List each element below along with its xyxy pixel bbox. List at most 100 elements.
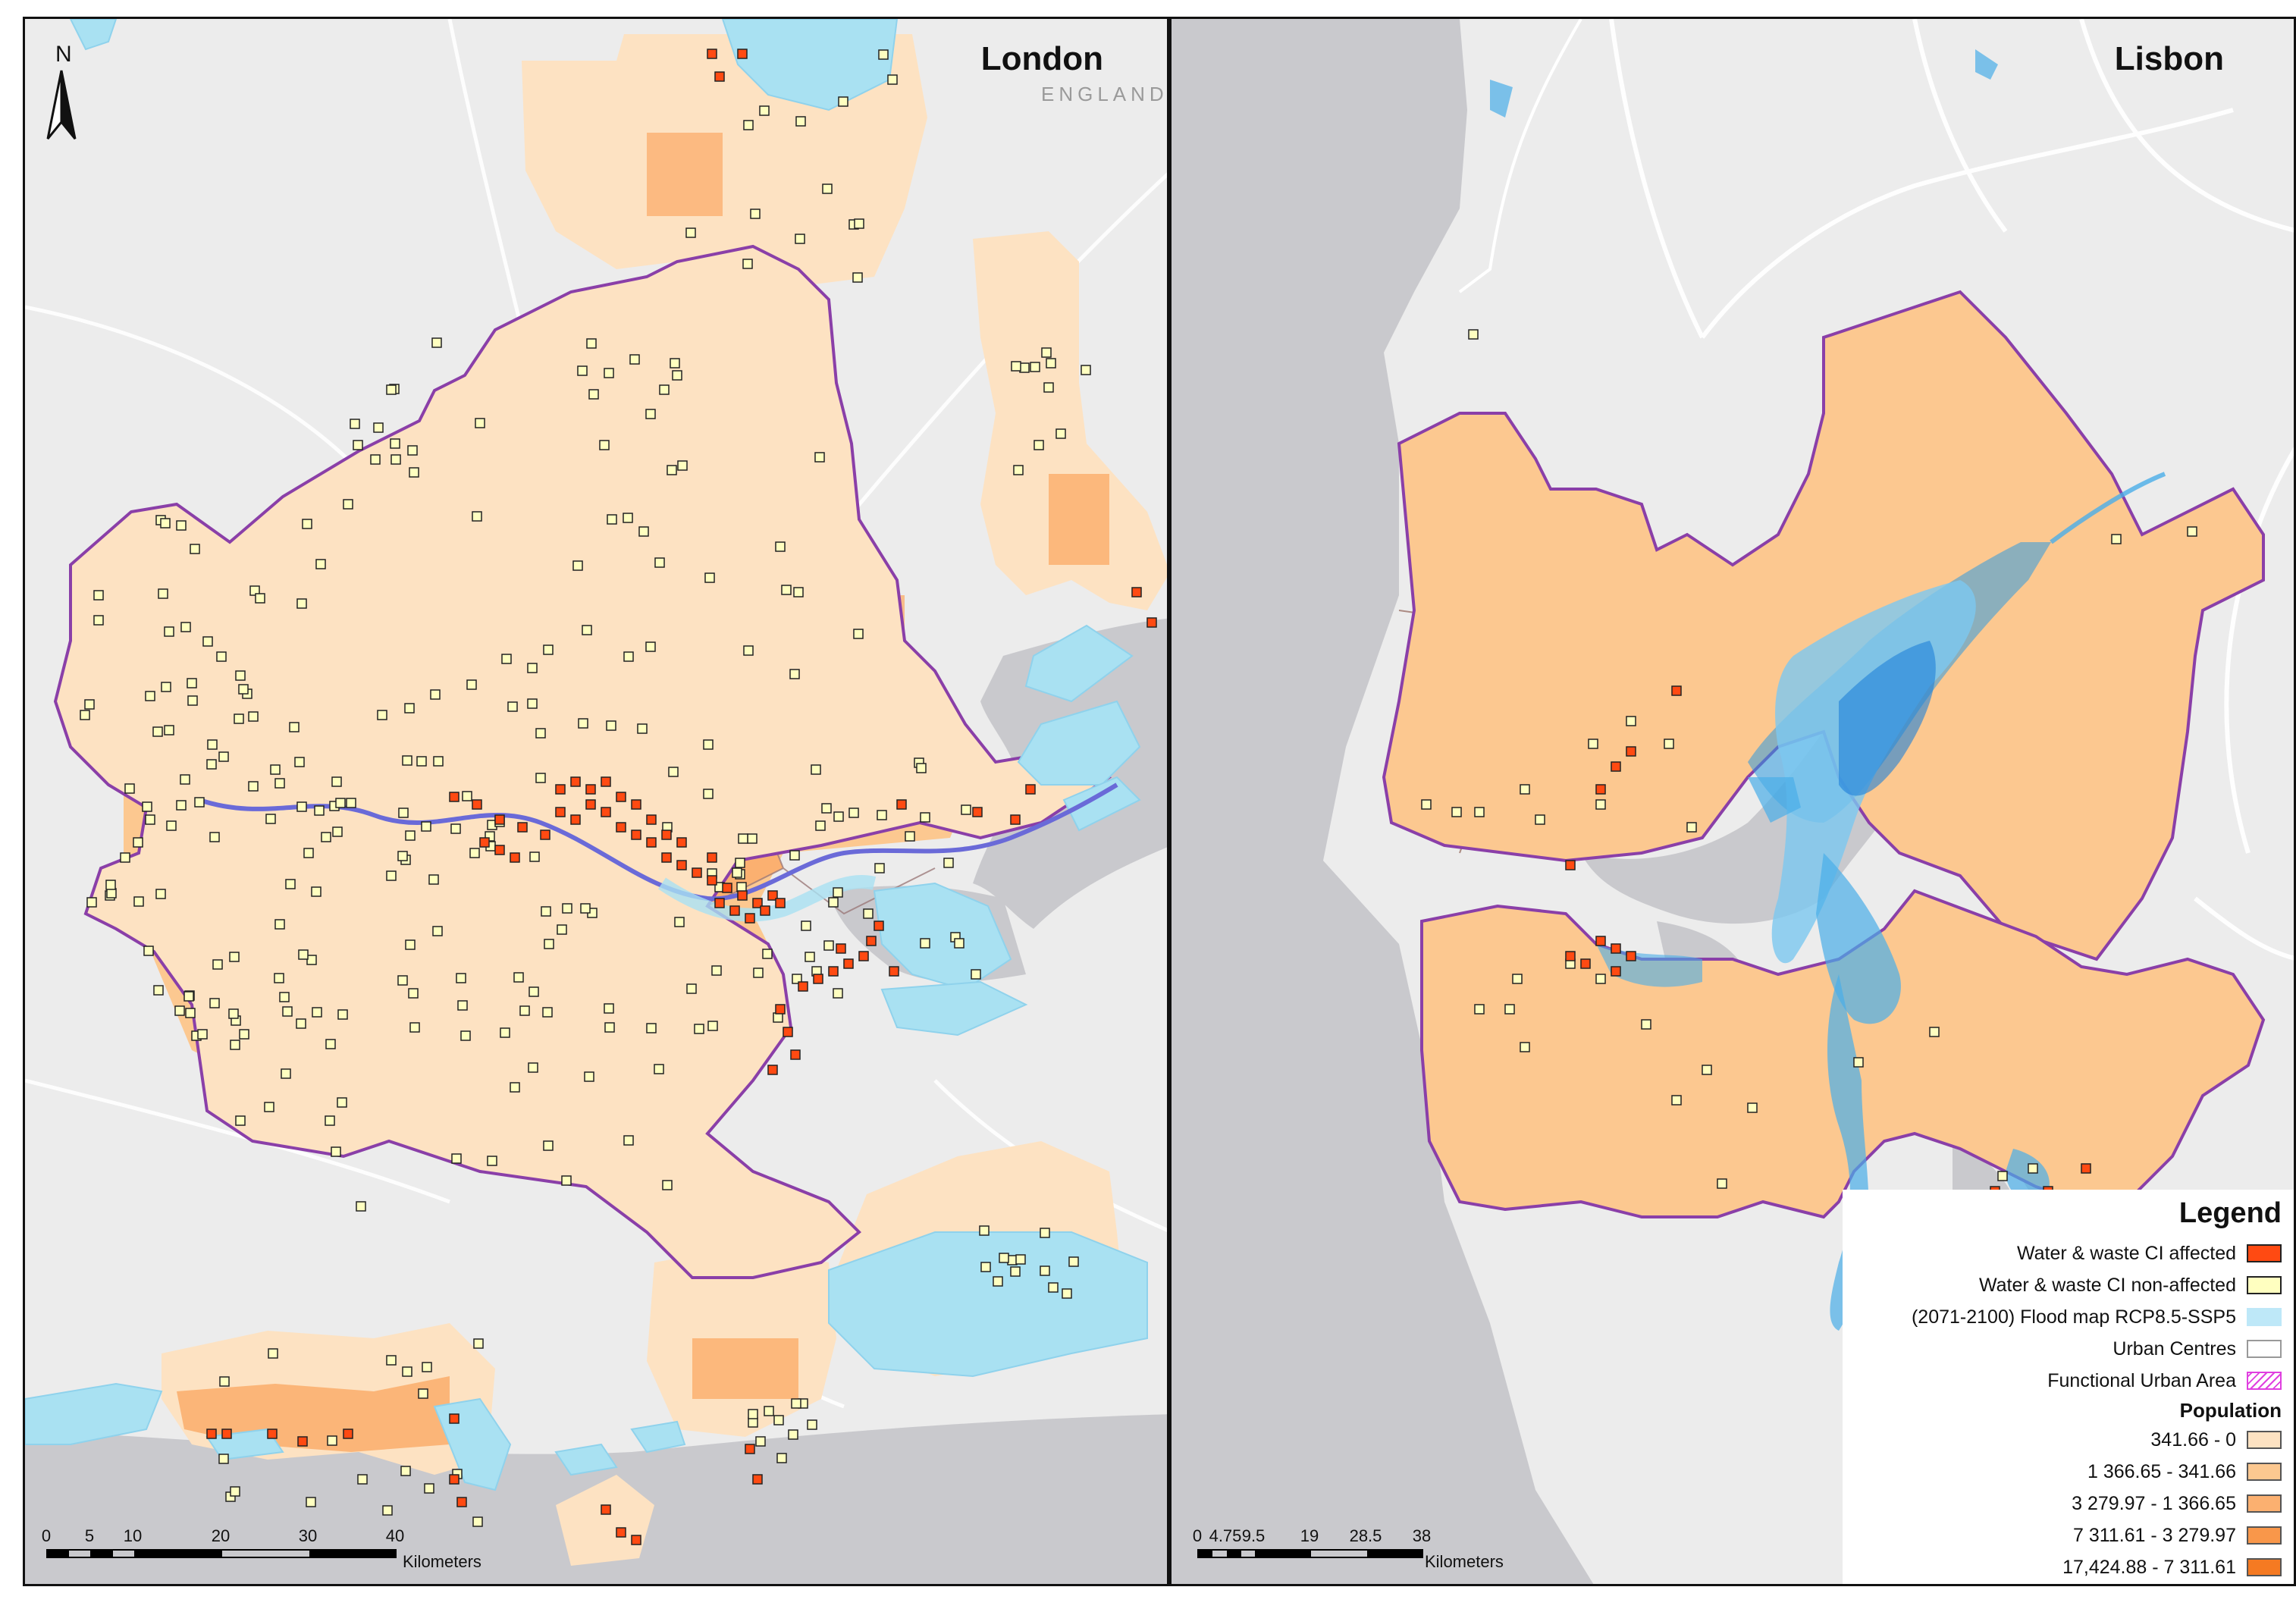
ci-non-affected-marker bbox=[662, 1180, 673, 1190]
ci-non-affected-marker bbox=[248, 711, 259, 722]
ci-non-affected-marker bbox=[402, 755, 412, 766]
ci-non-affected-marker bbox=[409, 467, 419, 478]
ci-affected-marker bbox=[1626, 746, 1636, 757]
ci-non-affected-marker bbox=[735, 858, 745, 868]
ci-non-affected-marker bbox=[337, 1097, 347, 1108]
ci-non-affected-marker bbox=[529, 851, 540, 862]
legend-swatch bbox=[2247, 1308, 2282, 1326]
ci-non-affected-marker bbox=[176, 800, 187, 811]
ci-affected-marker bbox=[585, 799, 596, 810]
ci-affected-marker bbox=[745, 913, 755, 924]
ci-non-affected-marker bbox=[742, 259, 753, 269]
ci-non-affected-marker bbox=[527, 698, 538, 709]
scale-tick: 19 bbox=[1300, 1526, 1319, 1545]
ci-non-affected-marker bbox=[106, 888, 117, 899]
ci-non-affected-marker bbox=[645, 641, 656, 652]
ci-non-affected-marker bbox=[133, 837, 143, 848]
ci-non-affected-marker bbox=[218, 1454, 229, 1464]
ci-non-affected-marker bbox=[707, 1021, 718, 1031]
ci-affected-marker bbox=[745, 1444, 755, 1454]
ci-non-affected-marker bbox=[197, 1029, 208, 1040]
ci-affected-marker bbox=[631, 799, 641, 810]
ci-non-affected-marker bbox=[456, 973, 466, 983]
ci-affected-marker bbox=[752, 898, 763, 908]
ci-non-affected-marker bbox=[268, 1348, 278, 1359]
ci-non-affected-marker bbox=[2187, 526, 2197, 537]
ci-non-affected-marker bbox=[194, 797, 205, 808]
ci-non-affected-marker bbox=[234, 713, 244, 724]
ci-non-affected-marker bbox=[510, 1082, 520, 1093]
ci-non-affected-marker bbox=[541, 906, 551, 917]
ci-non-affected-marker bbox=[183, 991, 194, 1002]
ci-non-affected-marker bbox=[281, 1068, 291, 1079]
ci-non-affected-marker bbox=[694, 1024, 704, 1034]
ci-non-affected-marker bbox=[382, 1505, 393, 1516]
ci-affected-marker bbox=[828, 966, 839, 977]
fua-isle-population bbox=[556, 1475, 654, 1566]
ci-non-affected-marker bbox=[469, 848, 480, 858]
ci-non-affected-marker bbox=[1702, 1065, 1712, 1075]
ci-non-affected-marker bbox=[1015, 1254, 1026, 1265]
ci-affected-marker bbox=[798, 981, 808, 992]
ci-non-affected-marker bbox=[762, 949, 773, 959]
ci-non-affected-marker bbox=[296, 1018, 306, 1029]
ci-non-affected-marker bbox=[833, 988, 843, 999]
ci-non-affected-marker bbox=[475, 418, 485, 428]
ci-non-affected-marker bbox=[296, 801, 307, 812]
ci-affected-marker bbox=[472, 799, 482, 810]
ci-non-affected-marker bbox=[264, 1102, 274, 1112]
ci-non-affected-marker bbox=[306, 955, 317, 965]
ci-non-affected-marker bbox=[346, 798, 356, 808]
london-map-canvas bbox=[25, 19, 1167, 1584]
ci-non-affected-marker bbox=[852, 272, 863, 283]
lisbon-scale-bar: 0 4.75 9.5 19 28.5 38 Kilometers bbox=[1193, 1526, 1504, 1572]
ci-non-affected-marker bbox=[1512, 974, 1523, 984]
legend-title: Legend bbox=[2178, 1197, 2282, 1229]
legend-population-label: 7 311.61 - 3 279.97 bbox=[2073, 1524, 2236, 1546]
ci-non-affected-marker bbox=[1034, 440, 1044, 450]
ci-affected-marker bbox=[737, 890, 748, 901]
ci-non-affected-marker bbox=[421, 821, 431, 832]
ci-non-affected-marker bbox=[807, 1419, 817, 1430]
ci-non-affected-marker bbox=[738, 833, 748, 844]
ci-non-affected-marker bbox=[418, 1388, 428, 1399]
scale-tick: 40 bbox=[385, 1526, 405, 1545]
ci-non-affected-marker bbox=[1468, 329, 1479, 340]
ci-non-affected-marker bbox=[209, 998, 220, 1008]
ci-non-affected-marker bbox=[145, 691, 155, 701]
ci-non-affected-marker bbox=[811, 764, 821, 775]
ci-non-affected-marker bbox=[473, 1338, 484, 1349]
ci-non-affected-marker bbox=[377, 710, 387, 720]
ci-non-affected-marker bbox=[1686, 822, 1697, 833]
ci-non-affected-marker bbox=[1717, 1178, 1727, 1189]
ci-affected-marker bbox=[540, 830, 550, 840]
ci-non-affected-marker bbox=[270, 764, 281, 775]
ci-affected-marker bbox=[456, 1497, 467, 1507]
scale-bar-graphic bbox=[1197, 1549, 1423, 1558]
ci-non-affected-marker bbox=[80, 710, 90, 720]
ci-non-affected-marker bbox=[584, 1071, 594, 1082]
ci-non-affected-marker bbox=[218, 751, 229, 762]
ci-non-affected-marker bbox=[501, 654, 512, 664]
ci-non-affected-marker bbox=[451, 1153, 462, 1164]
scale-tick: 5 bbox=[84, 1526, 95, 1545]
ci-non-affected-marker bbox=[239, 1029, 249, 1040]
london-scale-bar: 0 5 10 20 30 40 Kilometers bbox=[42, 1526, 481, 1572]
ci-non-affected-marker bbox=[472, 511, 482, 522]
ci-affected-marker bbox=[1671, 685, 1682, 696]
ci-non-affected-marker bbox=[409, 1022, 420, 1033]
legend-item: Water & waste CI non-affected bbox=[1850, 1269, 2282, 1301]
ci-non-affected-marker bbox=[1588, 739, 1598, 749]
ci-affected-marker bbox=[737, 49, 748, 59]
ci-non-affected-marker bbox=[887, 74, 898, 85]
ci-affected-marker bbox=[661, 852, 672, 863]
ci-non-affected-marker bbox=[736, 882, 747, 892]
legend-items: Water & waste CI affected Water & waste C… bbox=[1850, 1237, 2282, 1397]
ci-affected-marker bbox=[752, 1474, 763, 1485]
ci-affected-marker bbox=[206, 1429, 217, 1439]
ci-non-affected-marker bbox=[207, 739, 218, 750]
ci-affected-marker bbox=[1565, 951, 1576, 961]
ci-affected-marker bbox=[707, 852, 717, 863]
ci-non-affected-marker bbox=[1007, 1255, 1018, 1265]
